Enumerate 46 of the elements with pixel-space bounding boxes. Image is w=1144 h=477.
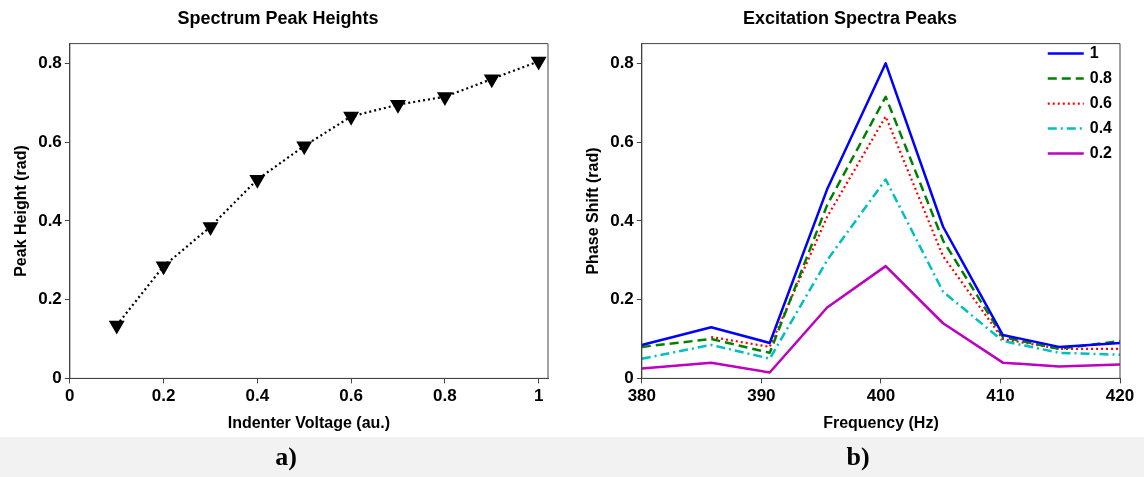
point <box>531 56 546 70</box>
point <box>343 111 359 125</box>
y-axis-title: Phase Shift (rad) <box>584 147 602 275</box>
y-tick-label: 0.4 <box>610 210 635 230</box>
line-series <box>641 178 1120 360</box>
chart-title: Excitation Spectra Peaks <box>742 7 958 28</box>
point <box>484 74 499 88</box>
legend-label: 1 <box>1089 44 1099 62</box>
legend-label: 0.6 <box>1089 94 1113 112</box>
chart-title: Spectrum Peak Heights <box>177 7 379 28</box>
point <box>109 320 124 334</box>
x-axis-title: Frequency (Hz) <box>823 413 939 431</box>
point <box>437 92 453 105</box>
legend-label: 0.2 <box>1089 144 1113 162</box>
y-axis-title: Peak Height (rad) <box>12 145 30 277</box>
x-axis-title: Indenter Voltage (au.) <box>227 413 391 431</box>
y-tick-label: 0.6 <box>610 131 634 151</box>
x-tick-label: 0.8 <box>433 386 457 406</box>
point <box>250 174 265 188</box>
x-tick-label: 390 <box>747 386 776 406</box>
y-tick-label: 0.8 <box>38 52 62 72</box>
x-tick-label: 400 <box>866 386 896 406</box>
x-tick-label: 0.4 <box>245 386 270 406</box>
x-tick-label: 410 <box>986 386 1015 406</box>
point <box>156 261 171 275</box>
x-tick-label: 420 <box>1105 386 1135 406</box>
point <box>390 100 406 113</box>
x-tick-label: 0 <box>65 386 75 406</box>
legend-label: 0.4 <box>1089 119 1113 137</box>
y-tick-label: 0 <box>52 368 62 388</box>
x-tick-label: 0.6 <box>339 386 363 406</box>
x-tick-label: 1 <box>533 386 544 406</box>
x-tick-label: 380 <box>627 386 657 406</box>
text: b) <box>572 437 1144 477</box>
point <box>297 141 312 155</box>
x-tick-label: 0.2 <box>151 386 176 406</box>
y-tick-label: 0 <box>624 368 634 388</box>
y-tick-label: 0.2 <box>610 289 634 309</box>
y-tick-label: 0.2 <box>38 289 62 309</box>
y-tick-label: 0.4 <box>38 210 63 230</box>
line-series <box>710 115 1120 350</box>
y-tick-label: 0.8 <box>610 52 634 72</box>
point <box>203 222 218 235</box>
y-tick-label: 0.6 <box>38 131 62 151</box>
text: a) <box>0 437 572 477</box>
legend-label: 0.8 <box>1089 69 1113 87</box>
